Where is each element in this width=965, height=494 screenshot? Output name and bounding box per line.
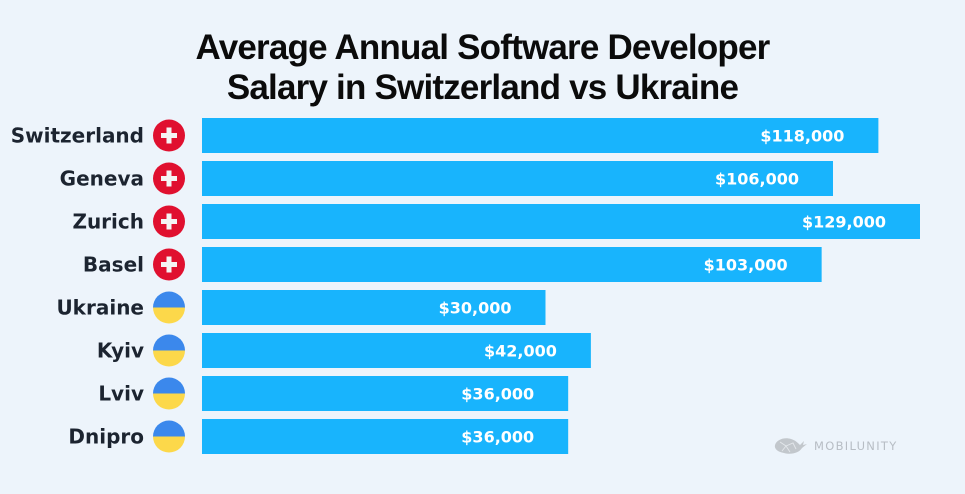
bar-row: $42,000 Kyiv — [97, 333, 591, 368]
switzerland-flag-icon — [153, 205, 185, 238]
value-label: $36,000 — [461, 428, 534, 447]
chart-title-line-2: Salary in Switzerland vs Ukraine — [226, 68, 739, 107]
category-label: Switzerland — [11, 124, 144, 148]
category-label: Dnipro — [68, 425, 144, 449]
chart-title: Average Annual Software Developer Salary… — [0, 28, 965, 108]
bar-kyiv — [202, 333, 591, 368]
switzerland-flag-icon — [153, 248, 185, 281]
bar-row: $129,000 Zurich — [72, 204, 920, 239]
category-label: Lviv — [98, 382, 144, 406]
value-label: $103,000 — [704, 256, 788, 275]
category-label: Geneva — [60, 167, 144, 191]
bar-row: $30,000 Ukraine — [56, 290, 546, 325]
switzerland-flag-icon — [153, 162, 185, 195]
value-label: $42,000 — [484, 342, 557, 361]
value-label: $36,000 — [461, 385, 534, 404]
bar-dnipro — [202, 419, 569, 454]
chart-title-line-1: Average Annual Software Developer — [195, 28, 771, 67]
value-label: $118,000 — [760, 127, 844, 146]
ukraine-flag-icon — [153, 291, 185, 324]
value-label: $106,000 — [715, 170, 799, 189]
logo-text: MOBILUNITY — [814, 439, 898, 453]
ukraine-flag-icon — [153, 420, 185, 453]
bar-row: $103,000 Basel — [83, 247, 822, 282]
bar-basel — [202, 247, 822, 282]
category-label: Basel — [83, 253, 144, 277]
value-label: $30,000 — [439, 299, 512, 318]
category-label: Ukraine — [56, 296, 144, 320]
bar-switzerland — [202, 118, 879, 153]
bar-row: $106,000 Geneva — [60, 161, 833, 196]
bar-ukraine — [202, 290, 546, 325]
category-label: Zurich — [72, 210, 144, 234]
ukraine-flag-icon — [153, 377, 185, 410]
ukraine-flag-icon — [153, 334, 185, 367]
category-label: Kyiv — [97, 339, 144, 363]
whale-icon — [774, 438, 807, 454]
bar-row: $118,000 Switzerland — [11, 118, 879, 153]
value-label: $129,000 — [802, 213, 886, 232]
bar-lviv — [202, 376, 569, 411]
bar-row: $36,000 Dnipro — [68, 419, 569, 454]
bar-zurich — [202, 204, 920, 239]
bar-geneva — [202, 161, 833, 196]
bar-row: $36,000 Lviv — [98, 376, 569, 411]
switzerland-flag-icon — [153, 119, 185, 152]
brand-logo: MOBILUNITY — [774, 436, 898, 456]
